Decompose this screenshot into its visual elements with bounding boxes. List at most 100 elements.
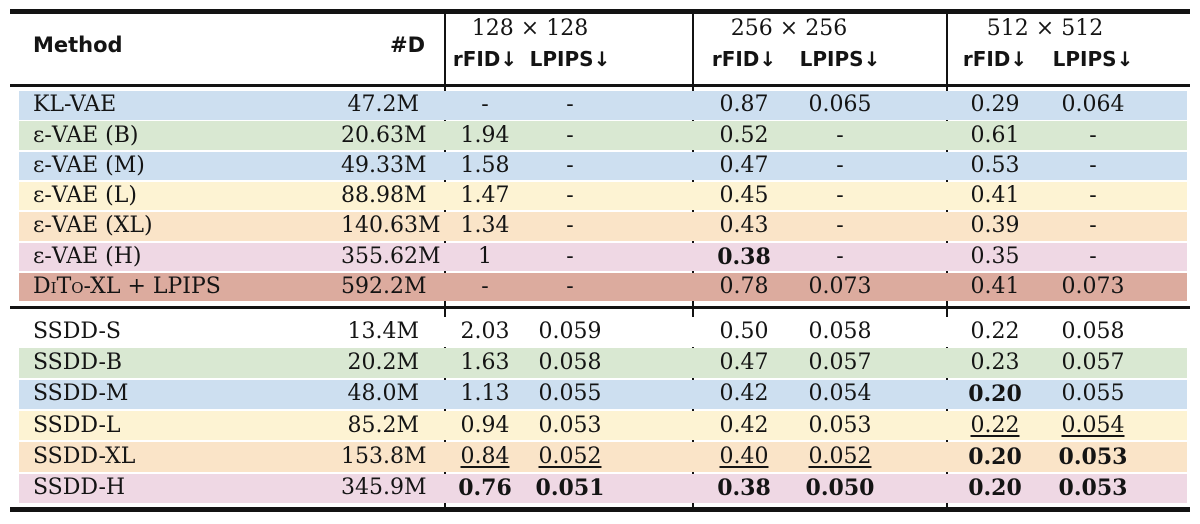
- value-cell: -: [836, 152, 844, 178]
- value-cell: 0.52: [719, 122, 769, 148]
- group-header-512: 512 × 512: [986, 16, 1104, 41]
- value-cell: -: [566, 274, 574, 300]
- param-count-cell: 153.8M: [341, 443, 427, 469]
- column-header-method: Method: [33, 33, 123, 57]
- value-cell: 0.053: [1058, 443, 1128, 470]
- value-cell: 0.059: [538, 318, 602, 344]
- value-cell: 0.073: [808, 274, 872, 300]
- value-cell: 0.41: [970, 274, 1020, 300]
- value-cell: 0.22: [970, 318, 1020, 344]
- table-row: ε-VAE (L) 88.98M 1.47 - 0.45 - 0.41 -: [19, 181, 1187, 211]
- method-cell: SSDD-XL: [33, 443, 136, 469]
- value-cell: 0.22: [970, 412, 1020, 438]
- table-row: SSDD-H 345.9M 0.76 0.051 0.38 0.050 0.20 0.053: [19, 473, 1187, 503]
- value-cell: 0.84: [460, 443, 510, 469]
- value-cell: 0.42: [719, 412, 769, 438]
- value-cell: -: [836, 122, 844, 148]
- value-cell: 0.057: [808, 350, 872, 376]
- param-count-cell: 88.98M: [341, 183, 427, 209]
- value-cell: -: [1089, 243, 1097, 269]
- value-cell: 0.45: [719, 183, 769, 209]
- value-cell: 0.23: [970, 350, 1020, 376]
- value-cell: 0.43: [719, 213, 769, 239]
- value-cell: 1.58: [460, 152, 510, 178]
- metric-header-rfid-512: rFID↓: [962, 47, 1028, 71]
- value-cell: 0.20: [968, 381, 1022, 408]
- param-count-cell: 20.2M: [347, 350, 419, 376]
- value-cell: 0.35: [970, 243, 1020, 269]
- value-cell: 1.47: [460, 183, 510, 209]
- value-cell: 0.53: [970, 152, 1020, 178]
- value-cell: 0.38: [717, 243, 771, 270]
- value-cell: 0.055: [538, 381, 602, 407]
- value-cell: 0.052: [538, 443, 602, 469]
- value-cell: -: [836, 183, 844, 209]
- method-cell: SSDD-B: [33, 350, 123, 376]
- value-cell: 0.76: [458, 475, 512, 502]
- value-cell: -: [836, 213, 844, 239]
- value-cell: 0.20: [968, 443, 1022, 470]
- metric-header-lpips-256: LPIPS↓: [799, 47, 881, 71]
- value-cell: -: [566, 92, 574, 118]
- value-cell: 0.40: [719, 443, 769, 469]
- table-row: ε-VAE (M) 49.33M 1.58 - 0.47 - 0.53 -: [19, 151, 1187, 181]
- param-count-cell: 13.4M: [347, 318, 419, 344]
- value-cell: 1.94: [460, 122, 510, 148]
- value-cell: 0.20: [968, 475, 1022, 502]
- column-header-params: #D: [389, 33, 425, 57]
- metric-header-rfid-256: rFID↓: [711, 47, 777, 71]
- param-count-cell: 49.33M: [341, 152, 427, 178]
- rule-bottom: [10, 507, 1190, 512]
- param-count-cell: 140.63M: [341, 213, 441, 239]
- value-cell: 0.064: [1061, 92, 1125, 118]
- value-cell: 0.052: [808, 443, 872, 469]
- value-cell: 0.47: [719, 350, 769, 376]
- table-row: SSDD-XL 153.8M 0.84 0.052 0.40 0.052 0.20 0.053: [19, 442, 1187, 472]
- value-cell: 0.054: [808, 381, 872, 407]
- value-cell: 0.054: [1061, 412, 1125, 438]
- method-cell: DiTo-XL + LPIPS: [33, 274, 221, 300]
- metric-header-rfid-128: rFID↓: [452, 47, 518, 71]
- table-row: DiTo-XL + LPIPS 592.2M - - 0.78 0.073 0.41 0.07…: [19, 272, 1187, 302]
- value-cell: -: [1089, 213, 1097, 239]
- param-count-cell: 355.62M: [341, 243, 441, 269]
- value-cell: 1.63: [460, 350, 510, 376]
- table-row: SSDD-S 13.4M 2.03 0.059 0.50 0.058 0.22 0.058: [19, 317, 1187, 347]
- rule-header-bottom: [10, 84, 1190, 87]
- value-cell: 0.78: [719, 274, 769, 300]
- value-cell: 0.073: [1061, 274, 1125, 300]
- value-cell: -: [836, 243, 844, 269]
- value-cell: 2.03: [460, 318, 510, 344]
- value-cell: 1.13: [460, 381, 510, 407]
- value-cell: 0.38: [717, 475, 771, 502]
- method-cell: ε-VAE (L): [33, 183, 137, 209]
- metric-header-lpips-512: LPIPS↓: [1052, 47, 1134, 71]
- table-row: SSDD-M 48.0M 1.13 0.055 0.42 0.054 0.20 0.055: [19, 379, 1187, 410]
- table-row: SSDD-L 85.2M 0.94 0.053 0.42 0.053 0.22 0.054: [19, 410, 1187, 441]
- method-cell: SSDD-L: [33, 412, 121, 438]
- metric-header-lpips-128: LPIPS↓: [529, 47, 611, 71]
- value-cell: -: [481, 92, 489, 118]
- value-cell: -: [566, 183, 574, 209]
- table-row: ε-VAE (B) 20.63M 1.94 - 0.52 - 0.61 -: [19, 121, 1187, 150]
- table-row: SSDD-B 20.2M 1.63 0.058 0.47 0.057 0.23 0.057: [19, 348, 1187, 378]
- param-count-cell: 48.0M: [347, 381, 419, 407]
- table-row: KL-VAE 47.2M - - 0.87 0.065 0.29 0.064: [19, 91, 1187, 120]
- value-cell: 0.47: [719, 152, 769, 178]
- value-cell: 0.055: [1061, 381, 1125, 407]
- value-cell: -: [566, 243, 574, 269]
- value-cell: 0.053: [808, 412, 872, 438]
- method-cell: ε-VAE (B): [33, 122, 139, 148]
- method-cell: ε-VAE (H): [33, 243, 142, 269]
- value-cell: 0.61: [970, 122, 1020, 148]
- param-count-cell: 592.2M: [341, 274, 427, 300]
- table-row: ε-VAE (XL) 140.63M 1.34 - 0.43 - 0.39 -: [19, 212, 1187, 241]
- value-cell: 0.058: [538, 350, 602, 376]
- value-cell: 0.058: [808, 318, 872, 344]
- value-cell: 0.057: [1061, 350, 1125, 376]
- value-cell: -: [566, 152, 574, 178]
- value-cell: 0.94: [460, 412, 510, 438]
- value-cell: -: [566, 213, 574, 239]
- value-cell: 0.39: [970, 213, 1020, 239]
- param-count-cell: 47.2M: [347, 92, 419, 118]
